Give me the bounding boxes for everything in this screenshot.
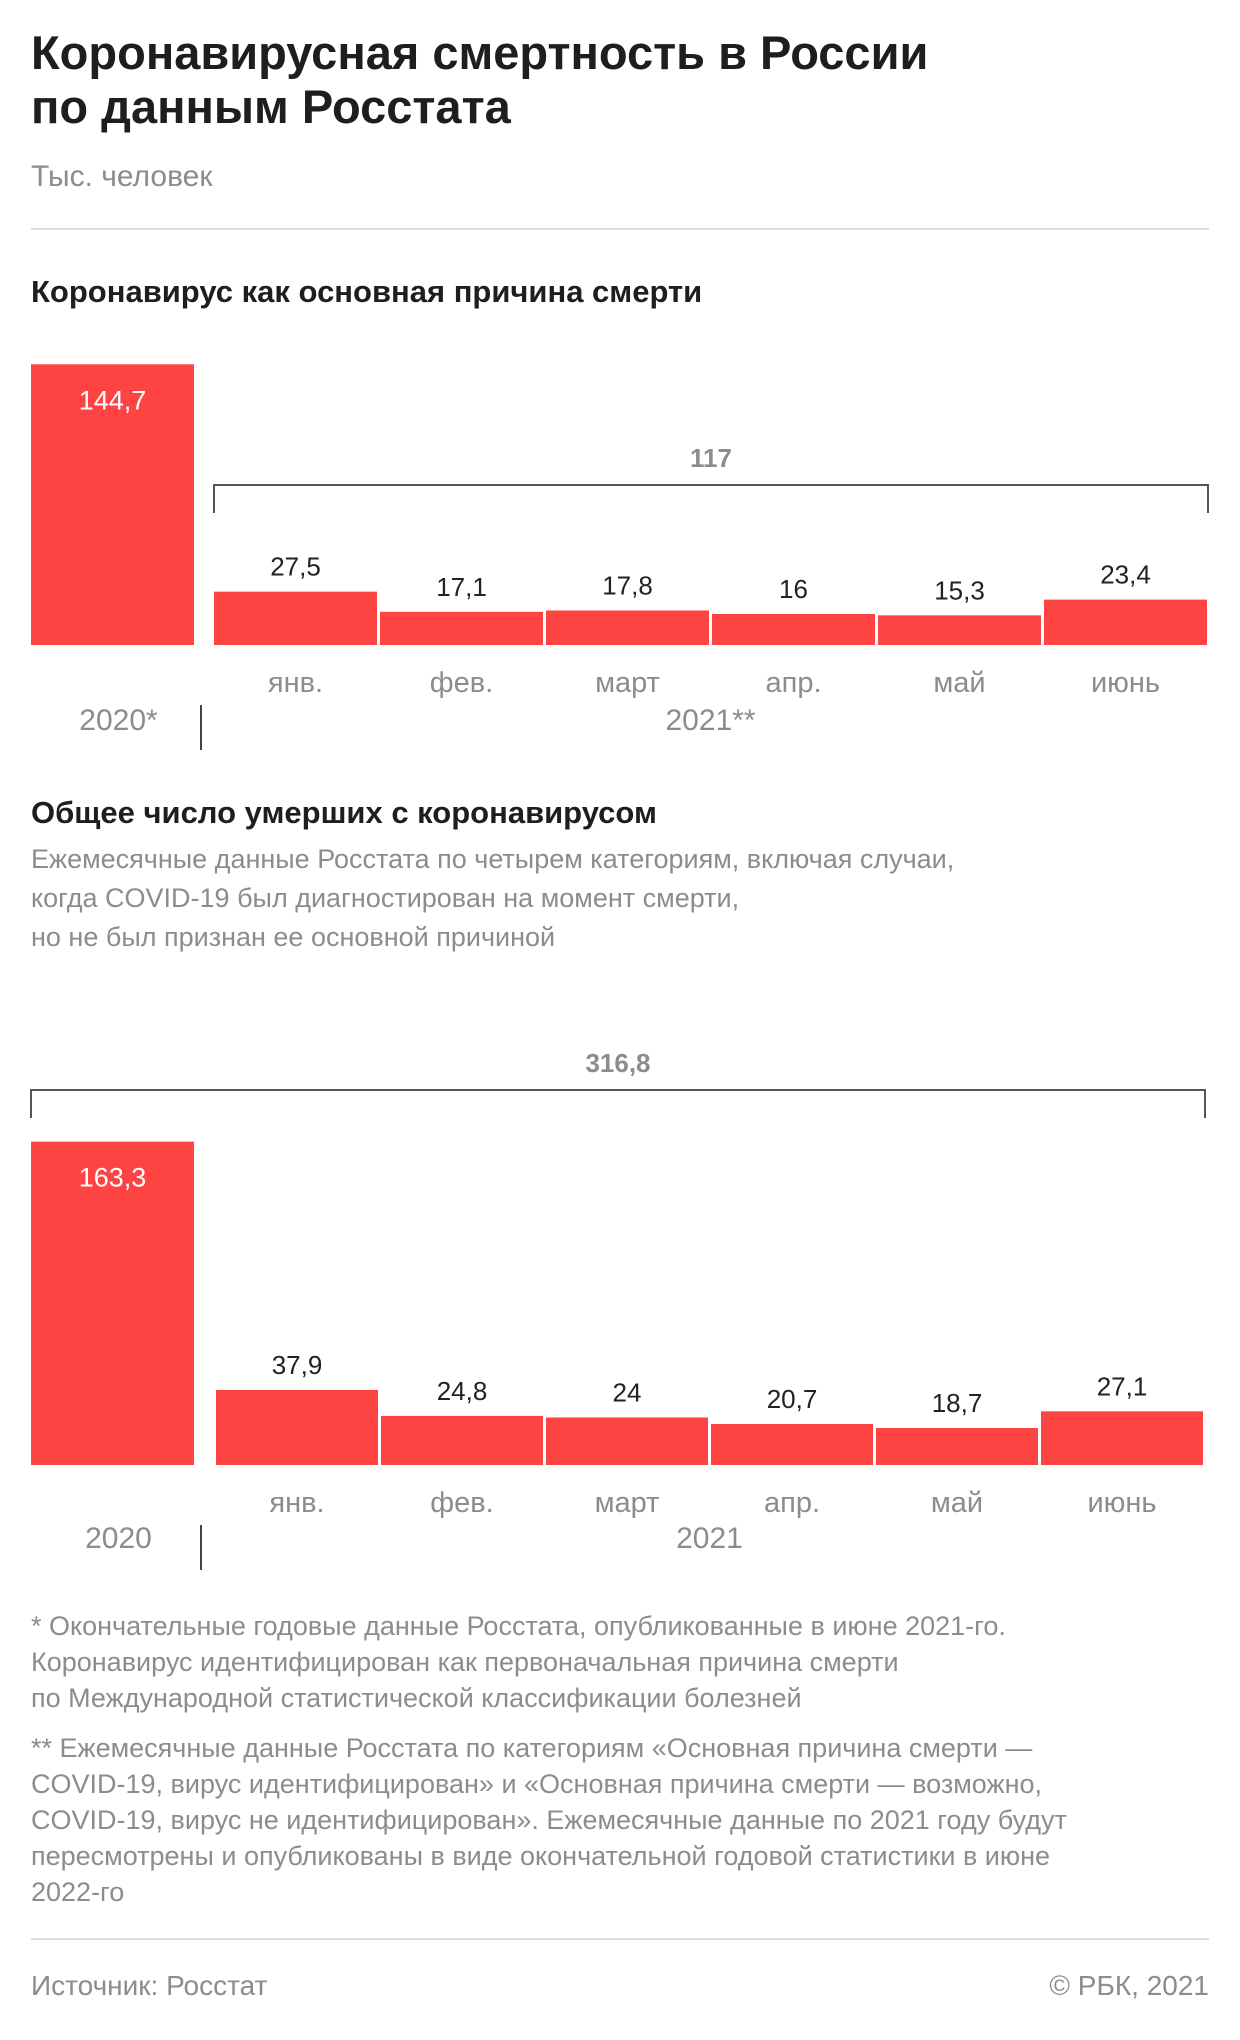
footnote-2: ** Ежемесячные данные Росстата по катего… (31, 1730, 1211, 1910)
footnote-2-line-5: 2022-го (31, 1877, 125, 1907)
chart2-group-label: 2021 (676, 1522, 743, 1555)
footnote-2-line-2: COVID-19, вирус идентифицирован» и «Осно… (31, 1769, 1043, 1799)
chart2-subtitle: Ежемесячные данные Росстата по четырем к… (31, 840, 954, 957)
chart1-group-label: 2021** (665, 704, 755, 737)
chart2-bar-year (31, 1141, 194, 1465)
chart1: 144,7 27,5 янв. 17,1 фев. 17,8 март 16 апр. 15,3 м… (0, 340, 1240, 760)
chart2-tick-label-5: июнь (1087, 1487, 1156, 1519)
chart1-tick-label-3: апр. (765, 667, 821, 699)
chart2: 163,3 37,9 янв. 24,8 фев. 24 март 20,7 апр. 18,7 м… (0, 1020, 1240, 1570)
chart2-svg: 163,3 37,9 янв. 24,8 фев. 24 март 20,7 апр. 18,7 м… (30, 1048, 1206, 1570)
chart2-tick-label-1: фев. (430, 1487, 493, 1519)
chart1-svg: 144,7 27,5 янв. 17,1 фев. 17,8 март 16 апр. 15,3 м… (31, 364, 1209, 750)
bottom-divider (31, 1938, 1209, 1940)
chart1-label-value-4: 15,3 (934, 575, 985, 605)
chart1-bar-5 (1044, 599, 1207, 645)
chart2-tick-label-2: март (595, 1487, 660, 1519)
chart2-label-value-4: 18,7 (932, 1388, 983, 1418)
chart2-bar-5 (1041, 1411, 1203, 1465)
chart2-label-year-value: 163,3 (79, 1163, 147, 1193)
chart2-bar-3 (711, 1424, 873, 1465)
chart1-bar-3 (712, 613, 875, 645)
chart2-tick-label-4: май (931, 1487, 983, 1519)
chart1-bar-year (31, 364, 194, 645)
title-line-1: Коронавирусная смертность в России (31, 26, 929, 79)
chart2-bar-1 (381, 1415, 543, 1465)
chart2-year-label: 2020 (85, 1522, 152, 1555)
chart2-tick-label-0: янв. (269, 1487, 324, 1519)
chart1-bar-4 (878, 615, 1041, 645)
chart2-label-value-2: 24 (613, 1377, 642, 1407)
chart1-bracket (213, 484, 1209, 513)
chart1-tick-label-0: янв. (268, 667, 323, 699)
chart1-tick-label-1: фев. (430, 667, 493, 699)
chart2-bar-2 (546, 1417, 708, 1465)
chart2-label-value-5: 27,1 (1097, 1371, 1148, 1401)
unit-label: Тыс. человек (31, 160, 213, 193)
source-label: Источник: Росстат (31, 1970, 268, 2001)
chart1-label-value-5: 23,4 (1100, 560, 1151, 590)
footnote-1: * Окончательные годовые данные Росстата,… (31, 1608, 1211, 1716)
chart1-tick-label-5: июнь (1091, 667, 1160, 699)
copyright-label: © РБК, 2021 (1049, 1970, 1209, 2001)
page-title: Коронавирусная смертность в России по да… (31, 26, 1211, 134)
chart2-bar-4 (876, 1427, 1038, 1465)
chart2-label-value-1: 24,8 (437, 1376, 488, 1406)
chart1-label-year-value: 144,7 (79, 385, 147, 415)
chart2-bracket-total: 316,8 (585, 1048, 650, 1078)
chart2-tick-label-3: апр. (764, 1487, 820, 1519)
chart2-subtitle-line-1: Ежемесячные данные Росстата по четырем к… (31, 844, 955, 874)
footnote-1-line-1: * Окончательные годовые данные Росстата,… (31, 1611, 1006, 1641)
chart2-label-value-3: 20,7 (767, 1384, 818, 1414)
chart1-tick-label-2: март (595, 667, 660, 699)
chart1-label-value-2: 17,8 (602, 570, 653, 600)
chart1-tick-label-4: май (933, 667, 985, 699)
footnote-2-line-1: ** Ежемесячные данные Росстата по катего… (31, 1733, 1033, 1763)
chart1-label-value-3: 16 (779, 574, 808, 604)
footnote-2-line-4: пересмотрены и опубликованы в виде оконч… (31, 1841, 1051, 1871)
chart1-bar-0 (214, 591, 377, 645)
chart1-bar-1 (380, 611, 543, 645)
chart2-subtitle-line-3: но не был признан ее основной причиной (31, 922, 556, 952)
chart2-label-value-0: 37,9 (272, 1350, 323, 1380)
chart2-subtitle-line-2: когда COVID-19 был диагностирован на мом… (31, 883, 740, 913)
chart1-label-value-0: 27,5 (270, 552, 321, 582)
footnote-2-line-3: COVID-19, вирус не идентифицирован». Еже… (31, 1805, 1067, 1835)
chart1-bar-2 (546, 610, 709, 645)
footnote-1-line-3: по Международной статистической классифи… (31, 1683, 802, 1713)
footnote-1-line-2: Коронавирус идентифицирован как первонач… (31, 1647, 899, 1677)
chart1-label-value-1: 17,1 (436, 572, 487, 602)
chart2-bracket (30, 1089, 1206, 1118)
chart2-bar-0 (216, 1389, 378, 1465)
chart1-year-label: 2020* (79, 704, 158, 737)
top-divider (31, 228, 1209, 230)
chart2-title: Общее число умерших с коронавирусом (31, 795, 657, 830)
chart1-title: Коронавирус как основная причина смерти (31, 274, 703, 309)
title-line-2: по данным Росстата (31, 80, 511, 133)
chart1-bracket-total: 117 (690, 443, 732, 473)
